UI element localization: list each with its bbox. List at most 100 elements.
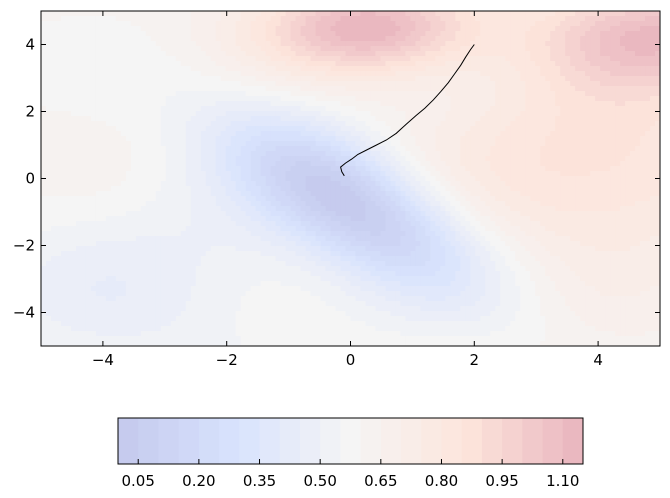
contour-band-cell (105, 191, 112, 197)
contour-band-cell (605, 206, 611, 212)
contour-band-cell (215, 101, 222, 107)
contour-band-cell (545, 156, 551, 162)
contour-band-cell (95, 86, 102, 92)
contour-band-cell (125, 161, 132, 167)
contour-band-cell (240, 161, 247, 167)
contour-band-cell (260, 11, 267, 17)
contour-band-cell (115, 186, 122, 192)
contour-band-cell (120, 196, 127, 202)
contour-band-cell (220, 126, 227, 132)
contour-band-cell (375, 171, 382, 177)
contour-band-cell (370, 181, 377, 187)
contour-band-cell (155, 201, 162, 207)
contour-band-cell (440, 51, 446, 57)
contour-band-cell (120, 111, 127, 117)
contour-band-cell (600, 156, 606, 162)
contour-band-cell (430, 151, 436, 157)
contour-band-cell (50, 116, 57, 122)
contour-band-cell (280, 186, 287, 192)
contour-band-cell (290, 101, 297, 107)
contour-band-cell (385, 61, 392, 67)
contour-band-cell (620, 196, 626, 202)
contour-band-cell (585, 116, 591, 122)
contour-band-cell (130, 156, 137, 162)
contour-band-cell (100, 31, 107, 37)
contour-band-cell (650, 111, 656, 117)
contour-band-cell (585, 21, 591, 27)
contour-band-cell (340, 21, 347, 27)
contour-band-cell (290, 61, 297, 67)
contour-band-cell (160, 46, 167, 52)
contour-band-cell (115, 16, 122, 22)
contour-band-cell (425, 136, 431, 142)
contour-band-cell (41, 146, 47, 152)
contour-band-cell (290, 71, 297, 77)
contour-band-cell (380, 166, 387, 172)
contour-band-cell (195, 21, 202, 27)
contour-band-cell (165, 196, 172, 202)
contour-band-cell (190, 176, 197, 182)
contour-band-cell (300, 41, 307, 47)
contour-band-cell (445, 71, 451, 77)
contour-band-cell (510, 176, 516, 182)
contour-band-cell (45, 71, 52, 77)
contour-band-cell (120, 96, 127, 102)
contour-band-cell (140, 41, 147, 47)
contour-band-cell (565, 71, 571, 77)
contour-band-cell (300, 156, 307, 162)
contour-band-cell (250, 141, 257, 147)
contour-band-cell (120, 31, 127, 37)
contour-band-cell (545, 16, 551, 22)
contour-band-cell (75, 71, 82, 77)
contour-band-cell (150, 56, 157, 62)
contour-band-cell (615, 146, 621, 152)
contour-band-cell (315, 36, 322, 42)
contour-band-cell (170, 96, 177, 102)
contour-band-cell (400, 36, 407, 42)
contour-band-cell (150, 101, 157, 107)
contour-band-cell (80, 191, 87, 197)
contour-band-cell (370, 71, 377, 77)
contour-band-cell (495, 31, 501, 37)
contour-band-cell (60, 211, 67, 217)
contour-band-cell (260, 26, 267, 32)
contour-band-cell (415, 136, 421, 142)
contour-band-cell (160, 131, 167, 137)
contour-band-cell (180, 16, 187, 22)
contour-band-cell (110, 21, 117, 27)
contour-band-cell (465, 101, 471, 107)
contour-band-cell (605, 186, 611, 192)
contour-band-cell (215, 56, 222, 62)
contour-band-cell (300, 161, 307, 167)
contour-band-cell (525, 126, 531, 132)
contour-band-cell (295, 66, 302, 72)
contour-band-cell (110, 206, 117, 212)
contour-band-cell (440, 201, 446, 207)
contour-band-cell (620, 126, 626, 132)
contour-band-cell (475, 111, 481, 117)
contour-band-cell (610, 21, 616, 27)
contour-band-cell (455, 41, 461, 47)
contour-band-cell (135, 161, 142, 167)
contour-band-cell (465, 11, 471, 17)
contour-band-cell (80, 121, 87, 127)
contour-band-cell (320, 121, 327, 127)
contour-band-cell (305, 21, 312, 27)
contour-band-cell (405, 171, 411, 177)
contour-band-cell (330, 91, 337, 97)
contour-band-cell (435, 191, 441, 197)
contour-band-cell (460, 131, 466, 137)
contour-band-cell (570, 106, 576, 112)
contour-band-cell (565, 116, 571, 122)
contour-band-cell (555, 166, 561, 172)
contour-band-cell (255, 26, 262, 32)
contour-band-cell (335, 161, 342, 167)
contour-band-cell (230, 91, 237, 97)
contour-band-cell (315, 21, 322, 27)
contour-band-cell (620, 181, 626, 187)
contour-band-cell (480, 176, 486, 182)
contour-band-cell (280, 176, 287, 182)
contour-band-cell (60, 171, 67, 177)
contour-band-cell (105, 41, 112, 47)
contour-band-cell (385, 66, 392, 72)
